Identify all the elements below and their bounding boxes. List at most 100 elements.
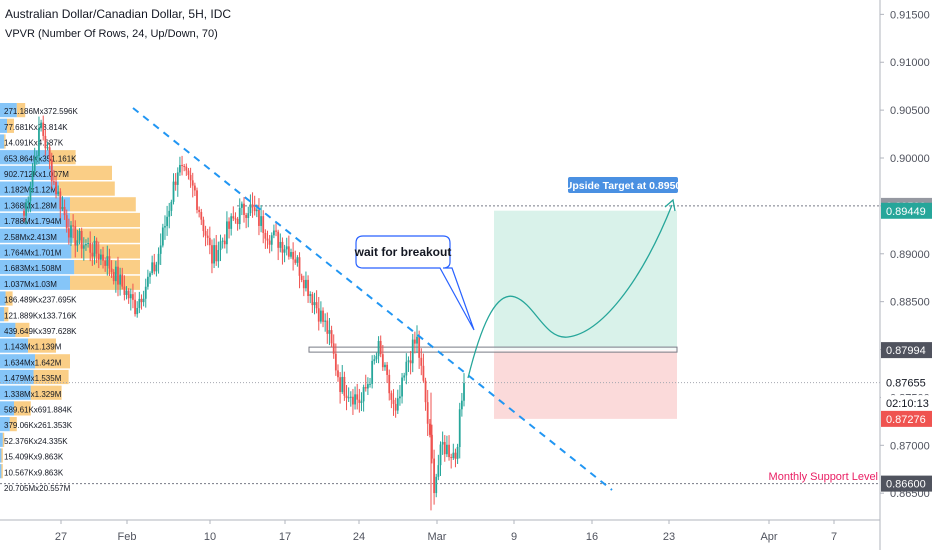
vp-row: 1.037Mx1.03M	[0, 275, 140, 290]
candle-body	[281, 241, 284, 253]
candle	[219, 234, 222, 262]
candle	[25, 198, 28, 225]
trendline[interactable]	[132, 107, 613, 491]
candle-body	[193, 185, 196, 191]
candle-body	[352, 396, 354, 405]
candle	[275, 223, 277, 237]
candle	[375, 352, 378, 363]
axis-price-label: 0.89449	[881, 202, 932, 219]
vp-up-bar	[0, 432, 3, 447]
candle-body	[89, 242, 92, 253]
vp-row: 1.479Mx1.535M	[0, 369, 69, 385]
time-tick-label: 23	[663, 531, 675, 543]
candle-body	[307, 279, 309, 297]
candle-body	[443, 441, 446, 455]
candle-body	[399, 396, 401, 399]
candle	[142, 290, 145, 307]
vp-row-label: 52.376Kx24.335K	[4, 437, 68, 446]
candle	[200, 208, 203, 226]
candle	[337, 364, 339, 382]
vp-up-bar	[0, 197, 70, 212]
vp-down-bar	[9, 417, 17, 432]
candle	[89, 231, 92, 262]
candle	[213, 238, 215, 269]
vp-up-bar	[0, 212, 70, 228]
candle	[151, 255, 154, 276]
candle	[215, 234, 218, 266]
callout-box	[355, 235, 475, 331]
candle-body	[140, 298, 143, 303]
candle	[371, 355, 374, 389]
candle	[249, 194, 252, 216]
candle-body	[330, 330, 333, 344]
candle	[204, 225, 207, 247]
candle	[305, 271, 307, 292]
vp-row: 1.788Mx1.794M	[0, 212, 140, 228]
vp-down-bar	[4, 307, 9, 322]
candle	[420, 348, 423, 376]
candle	[166, 205, 169, 236]
candle-body	[262, 216, 265, 233]
vp-down-bar	[35, 354, 70, 369]
vp-down-bar	[4, 134, 6, 149]
vp-row-label: 271.186Mx372.596K	[4, 107, 79, 116]
candle	[443, 435, 446, 462]
candle-body	[110, 268, 113, 272]
candle-body	[283, 249, 286, 253]
candle	[309, 291, 312, 304]
candle	[366, 377, 369, 396]
candle	[311, 291, 314, 313]
vp-down-bar	[70, 275, 140, 290]
candle-body	[428, 423, 431, 435]
time-tick-label: Feb	[118, 531, 137, 543]
candle-body	[198, 209, 201, 213]
vp-row-label: 2.58Mx2.413M	[4, 233, 57, 242]
callout[interactable]: wait for breakout	[354, 235, 475, 331]
candle-body	[243, 203, 245, 215]
candle	[386, 361, 389, 384]
candle-body	[422, 365, 425, 381]
candle-body	[290, 252, 292, 257]
candle	[313, 292, 316, 315]
candle	[377, 336, 380, 364]
vp-row: 52.376Kx24.335K	[0, 432, 68, 447]
candle-body	[23, 210, 25, 216]
level-lines	[0, 205, 880, 485]
candle	[46, 141, 49, 151]
candle	[223, 234, 226, 249]
vp-row-label: 1.764Mx1.701M	[4, 249, 62, 258]
candle	[317, 297, 320, 331]
candle	[191, 172, 194, 198]
vp-row: 1.683Mx1.508M	[0, 260, 140, 275]
candle-body	[431, 434, 433, 459]
candle-body	[435, 476, 438, 494]
vp-up-bar	[0, 354, 35, 369]
candle	[431, 424, 433, 464]
candle	[396, 389, 399, 414]
candle	[384, 362, 386, 371]
candle-body	[420, 357, 423, 366]
candle-body	[334, 353, 337, 371]
candle-body	[59, 191, 62, 209]
candle	[65, 209, 68, 233]
candle-body	[108, 256, 111, 269]
candle-body	[146, 276, 149, 287]
candle	[87, 237, 89, 248]
vp-row: 20.705Mx20.557M	[4, 484, 71, 493]
vp-down-bar	[28, 338, 56, 353]
candle	[193, 182, 196, 197]
indicator-legend[interactable]: VPVR (Number Of Rows, 24, Up/Down, 70)	[5, 28, 218, 40]
candle	[349, 391, 352, 407]
vp-up-bar	[0, 322, 16, 337]
candle	[112, 269, 115, 285]
candle	[253, 195, 256, 216]
candle-body	[159, 245, 162, 254]
candle	[82, 237, 85, 261]
candle-body	[170, 201, 173, 211]
candle-body	[328, 330, 331, 334]
candle-body	[403, 375, 406, 378]
candle-body	[221, 240, 224, 242]
candle-body	[48, 147, 51, 160]
